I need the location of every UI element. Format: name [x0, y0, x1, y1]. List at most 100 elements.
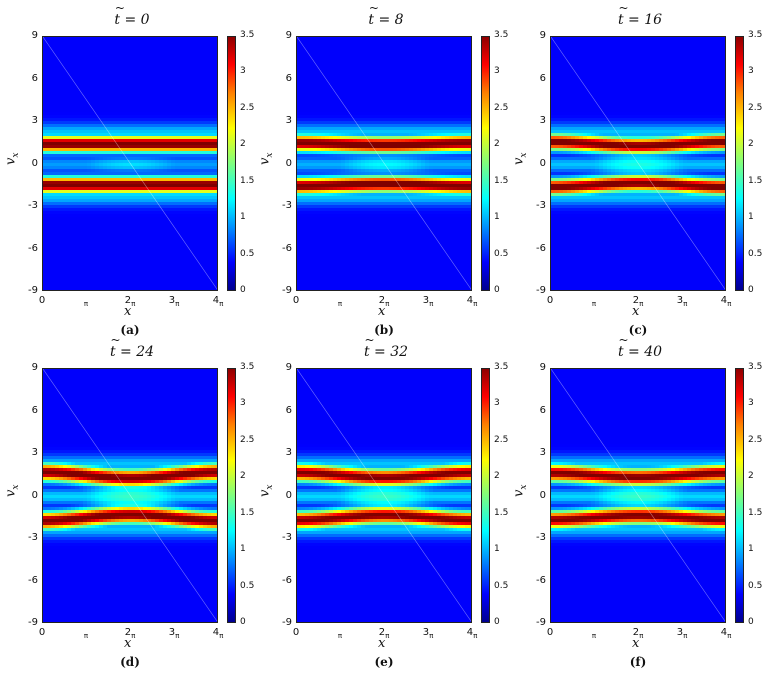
- colorbar-tick-label: 0.5: [748, 249, 762, 259]
- colorbar-tick-label: 1: [748, 544, 754, 554]
- colorbar-tick-label: 2: [748, 139, 754, 149]
- x-tick-label: 0: [39, 627, 45, 638]
- colorbar-tick-label: 1.5: [748, 176, 762, 186]
- colorbar-tick-label: 0: [748, 285, 754, 295]
- colorbar-tick-label: 1: [494, 544, 500, 554]
- colorbar-tick-label: 0: [240, 285, 246, 295]
- x-tick-label: π: [338, 627, 342, 640]
- colorbar-tick-label: 0: [494, 285, 500, 295]
- x-tick-label: 0: [547, 295, 553, 306]
- x-axis-label: x: [124, 304, 131, 319]
- x-tick-label: 2π: [125, 295, 136, 308]
- y-axis-label: vx: [257, 485, 275, 497]
- x-tick-label: 3π: [169, 627, 180, 640]
- panel-e: t = 32 9 6 3 0 -3 -6 -9 vx 0 π 2π 3π 4π x 3.5 3 2.5 2 1.5 1 0…: [254, 332, 508, 676]
- y-tick-label: -6: [508, 575, 546, 586]
- colorbar-tick-label: 0: [494, 617, 500, 627]
- x-tick-label: π: [84, 627, 88, 640]
- heatmap-svg: [43, 37, 217, 290]
- colorbar-tick-label: 2: [494, 139, 500, 149]
- colorbar: [227, 368, 236, 623]
- x-tick-label: π: [84, 295, 88, 308]
- colorbar: [481, 368, 490, 623]
- heatmap-svg: [551, 369, 725, 622]
- panel-d: t = 24 9 6 3 0 -3 -6 -9 vx 0 π 2π 3π 4π x 3.5 3 2.5 2 1.5 1 0…: [0, 332, 254, 676]
- heatmap-plot: [42, 36, 218, 291]
- colorbar-tick-label: 2: [240, 139, 246, 149]
- colorbar: [481, 36, 490, 291]
- colorbar-tick-label: 2.5: [748, 435, 762, 445]
- panel-caption: (e): [364, 655, 404, 669]
- x-tick-label: 0: [39, 295, 45, 306]
- y-tick-label: -9: [254, 617, 292, 628]
- colorbar-tick-label: 2.5: [494, 103, 508, 113]
- panel-caption: (a): [110, 323, 150, 337]
- colorbar: [227, 36, 236, 291]
- y-tick-label: -9: [0, 617, 38, 628]
- colorbar-tick-label: 1.5: [494, 176, 508, 186]
- panel-caption: (b): [364, 323, 404, 337]
- colorbar-tick-label: 3: [240, 66, 246, 76]
- panel-c: t = 16 9 6 3 0 -3 -6 -9 vx 0 π 2π 3π 4π x 3.5 3 2.5 2 1.5 1 0…: [508, 0, 762, 344]
- y-tick-label: 6: [0, 73, 38, 84]
- colorbar-tick-label: 1: [494, 212, 500, 222]
- y-tick-label: -6: [0, 575, 38, 586]
- x-tick-label: π: [592, 295, 596, 308]
- colorbar-tick-label: 2.5: [748, 103, 762, 113]
- x-tick-label: 4π: [467, 295, 478, 308]
- y-tick-label: -3: [508, 200, 546, 211]
- colorbar-tick-label: 0.5: [748, 581, 762, 591]
- colorbar-tick-label: 1.5: [494, 508, 508, 518]
- heatmap-plot: [550, 36, 726, 291]
- y-tick-label: 0: [254, 490, 292, 501]
- x-tick-label: 4π: [721, 627, 732, 640]
- y-tick-label: 6: [508, 73, 546, 84]
- colorbar-tick-label: 3: [240, 398, 246, 408]
- colorbar-tick-label: 3.5: [494, 30, 508, 40]
- y-tick-label: 9: [508, 30, 546, 41]
- x-tick-label: 4π: [721, 295, 732, 308]
- diagonal-line: [43, 369, 217, 622]
- y-tick-label: 9: [0, 362, 38, 373]
- x-tick-label: 3π: [423, 627, 434, 640]
- panel-title: t = 16: [545, 1, 735, 28]
- x-tick-label: 4π: [213, 627, 224, 640]
- colorbar-tick-label: 1: [240, 544, 246, 554]
- y-tick-label: -3: [254, 532, 292, 543]
- colorbar-tick-label: 0.5: [494, 581, 508, 591]
- heatmap-svg: [297, 37, 471, 290]
- colorbar: [735, 368, 744, 623]
- colorbar-tick-label: 1: [748, 212, 754, 222]
- diagonal-line: [43, 37, 217, 290]
- panel-title: t = 8: [291, 1, 481, 28]
- y-tick-label: 3: [254, 447, 292, 458]
- y-tick-label: 6: [254, 73, 292, 84]
- x-axis-label: x: [378, 636, 385, 651]
- colorbar-tick-label: 3.5: [748, 30, 762, 40]
- heatmap-plot: [42, 368, 218, 623]
- panel-caption: (f): [618, 655, 658, 669]
- y-tick-label: 9: [254, 362, 292, 373]
- y-tick-label: 0: [254, 158, 292, 169]
- colorbar-tick-label: 3.5: [748, 362, 762, 372]
- y-tick-label: -6: [254, 243, 292, 254]
- x-tick-label: π: [338, 295, 342, 308]
- panel-caption: (d): [110, 655, 150, 669]
- colorbar-tick-label: 2.5: [240, 435, 254, 445]
- y-tick-label: -9: [508, 285, 546, 296]
- y-tick-label: -6: [508, 243, 546, 254]
- colorbar: [735, 36, 744, 291]
- colorbar-tick-label: 3.5: [240, 362, 254, 372]
- x-tick-label: 3π: [423, 295, 434, 308]
- panel-b: t = 8 9 6 3 0 -3 -6 -9 vx 0 π 2π 3π 4π x 3.5 3 2.5 2 1.5 1 0.…: [254, 0, 508, 344]
- x-tick-label: 0: [293, 627, 299, 638]
- x-axis-label: x: [378, 304, 385, 319]
- y-tick-label: 6: [0, 405, 38, 416]
- x-axis-label: x: [124, 636, 131, 651]
- colorbar-tick-label: 3: [748, 398, 754, 408]
- heatmap-svg: [43, 369, 217, 622]
- colorbar-tick-label: 2.5: [240, 103, 254, 113]
- colorbar-tick-label: 2: [748, 471, 754, 481]
- colorbar-tick-label: 2: [240, 471, 246, 481]
- y-tick-label: 3: [0, 447, 38, 458]
